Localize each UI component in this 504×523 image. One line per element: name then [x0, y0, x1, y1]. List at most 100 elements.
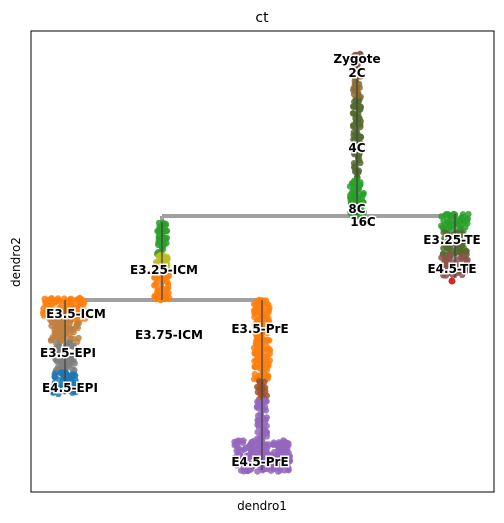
- cell-point: [357, 140, 365, 147]
- cell-point: [69, 389, 76, 396]
- cell-point: [72, 377, 79, 384]
- node-label-e3-5-epi: E3.5-EPI: [40, 346, 96, 360]
- cell-point: [346, 183, 354, 190]
- cell-point: [163, 227, 171, 235]
- cell-point: [253, 356, 261, 364]
- cell-point: [446, 261, 453, 269]
- cell-point: [75, 320, 82, 327]
- cell-point: [233, 462, 240, 469]
- cell-point: [446, 253, 454, 261]
- cell-point: [162, 293, 169, 301]
- cell-point: [464, 261, 471, 269]
- cell-point: [254, 338, 261, 345]
- cell-point: [270, 441, 277, 448]
- cell-point: [250, 300, 258, 308]
- cell-point: [346, 194, 354, 201]
- cell-point: [52, 381, 59, 389]
- cell-point: [359, 198, 366, 205]
- cell-point: [41, 295, 48, 302]
- cell-point: [442, 211, 450, 218]
- cell-point: [254, 416, 261, 424]
- cell-point: [438, 268, 445, 275]
- cell-point: [264, 330, 271, 337]
- cell-point: [52, 319, 59, 327]
- cell-point: [266, 463, 274, 470]
- cell-point: [448, 222, 456, 229]
- cell-point: [280, 461, 287, 469]
- cell-point: [270, 457, 277, 465]
- cell-point: [461, 252, 468, 259]
- node-label-2c: 2C: [348, 66, 365, 80]
- cell-point: [164, 272, 171, 279]
- cell-point: [456, 245, 464, 252]
- y-axis-label: dendro2: [9, 237, 23, 287]
- cell-point: [75, 310, 83, 317]
- cell-point: [464, 215, 471, 222]
- cell-point: [356, 55, 364, 62]
- cell-point: [67, 358, 75, 366]
- node-label-zygote: Zygote: [333, 52, 380, 66]
- cell-point: [51, 373, 58, 381]
- cell-point: [351, 177, 358, 184]
- node-label-e3-5-pre: E3.5-PrE: [231, 322, 288, 336]
- cell-point: [44, 309, 51, 316]
- cell-point: [441, 234, 448, 242]
- x-axis-label: dendro1: [237, 499, 287, 513]
- cell-point: [264, 319, 272, 326]
- cell-point: [49, 389, 57, 396]
- node-label-e3-5-icm: E3.5-ICM: [46, 307, 106, 321]
- cell-point: [253, 404, 261, 411]
- cell-point: [354, 91, 362, 98]
- cell-point: [455, 231, 462, 238]
- cell-point: [462, 224, 469, 231]
- cell-point: [154, 287, 161, 294]
- cell-point: [251, 310, 258, 317]
- node-label-e3-25-te: E3.25-TE: [423, 233, 480, 247]
- cell-point: [55, 343, 62, 351]
- cell-point: [250, 437, 258, 444]
- cell-point: [459, 271, 466, 279]
- cell-point: [254, 421, 261, 428]
- node-label-16c: 16C: [350, 215, 376, 229]
- cell-point: [254, 398, 261, 405]
- cell-point: [280, 442, 287, 449]
- cell-point: [250, 375, 258, 383]
- cell-point: [460, 237, 468, 245]
- cell-point: [153, 265, 160, 273]
- cell-point: [251, 329, 259, 337]
- node-label-e4-5-pre: E4.5-PrE: [231, 455, 288, 469]
- cell-point: [351, 103, 358, 111]
- cell-point: [244, 467, 252, 475]
- cell-point: [245, 452, 252, 459]
- cell-point: [455, 237, 462, 244]
- cell-point: [152, 295, 159, 303]
- cell-point: [443, 243, 450, 250]
- cell-point: [283, 448, 291, 455]
- cell-point: [154, 275, 162, 282]
- cell-point: [442, 272, 450, 279]
- cell-point: [357, 209, 364, 216]
- cell-point: [266, 337, 273, 344]
- cell-point: [165, 283, 172, 291]
- cell-point: [56, 385, 63, 393]
- cell-point: [155, 235, 163, 243]
- cell-point: [263, 414, 270, 421]
- cell-point: [233, 439, 241, 446]
- cell-point: [438, 222, 445, 229]
- cell-point: [246, 445, 254, 452]
- cell-point: [56, 333, 63, 341]
- cell-point: [438, 254, 445, 261]
- cell-point: [253, 318, 261, 325]
- cell-point: [357, 106, 364, 113]
- cell-point: [163, 278, 171, 285]
- cell-point: [66, 342, 73, 349]
- node-label-e3-25-icm: E3.25-ICM: [130, 263, 198, 277]
- cell-point: [67, 301, 75, 308]
- cell-point: [357, 134, 365, 141]
- cell-point: [463, 267, 471, 274]
- cell-point: [259, 406, 267, 413]
- cell-point: [350, 87, 357, 94]
- cell-point: [76, 294, 83, 302]
